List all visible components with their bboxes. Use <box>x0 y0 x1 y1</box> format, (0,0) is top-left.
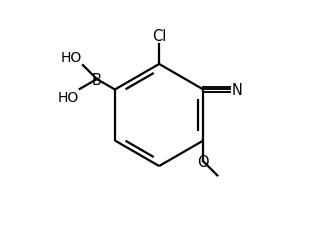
Text: HO: HO <box>57 90 78 104</box>
Text: Cl: Cl <box>152 29 166 44</box>
Text: HO: HO <box>61 51 82 65</box>
Text: O: O <box>197 154 209 169</box>
Text: N: N <box>231 83 242 97</box>
Text: B: B <box>92 72 102 87</box>
